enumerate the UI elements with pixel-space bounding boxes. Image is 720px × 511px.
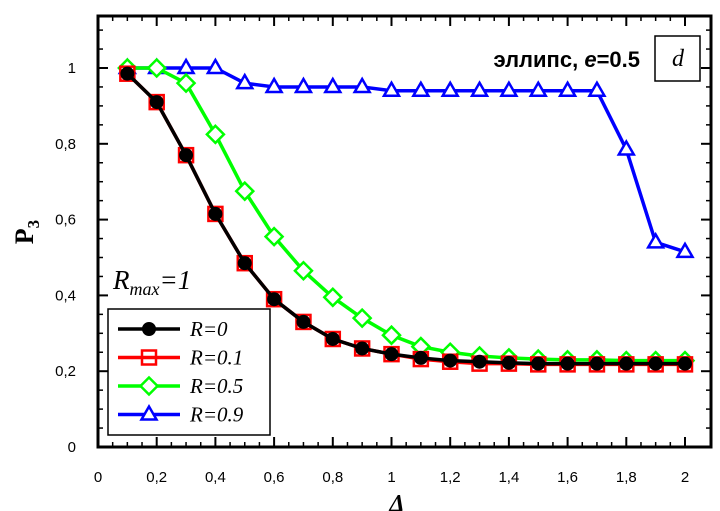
legend-marker <box>142 322 156 336</box>
data-point <box>146 57 167 79</box>
y-tick-label: 1 <box>68 60 76 77</box>
data-point <box>205 124 226 145</box>
x-tick-label: 1,8 <box>616 469 637 486</box>
rmax-value: =1 <box>160 265 192 295</box>
x-tick-label: 0,8 <box>322 469 343 486</box>
data-point <box>352 76 372 94</box>
shape-label: эллипс, <box>493 47 584 72</box>
data-point <box>235 72 255 90</box>
data-point <box>263 226 285 247</box>
data-point <box>411 80 431 97</box>
data-point <box>531 356 546 371</box>
y-tick-label: 0 <box>68 439 76 456</box>
data-point <box>149 95 164 110</box>
y-tick-label: 0,6 <box>55 212 76 229</box>
data-series <box>117 57 696 373</box>
data-point <box>648 356 663 371</box>
plot-frame <box>96 14 713 449</box>
data-point <box>472 354 487 369</box>
data-point <box>325 331 340 346</box>
data-point <box>413 350 428 365</box>
data-point <box>208 206 223 221</box>
y-axis-title-base: P <box>10 228 39 244</box>
data-point <box>616 138 636 156</box>
data-point <box>355 341 370 356</box>
data-point <box>322 287 344 308</box>
legend-item: R=0.9 <box>118 403 244 427</box>
x-tick-labels: 0 0,2 0,4 0,6 0,8 1 1,2 1,4 1,6 1,8 2 <box>94 469 689 486</box>
series-R=0.9 <box>117 57 695 259</box>
axis-ticks <box>97 16 711 448</box>
data-point <box>237 256 252 271</box>
x-tick-label: 1,6 <box>557 469 578 486</box>
legend-marker <box>139 403 159 421</box>
y-axis-title: P3 <box>10 220 43 244</box>
data-point <box>264 76 284 94</box>
data-point <box>501 355 516 370</box>
data-point <box>351 307 373 329</box>
data-point <box>267 292 282 307</box>
data-point <box>587 80 607 97</box>
data-point <box>120 66 135 81</box>
data-point <box>678 356 692 371</box>
data-point <box>469 80 490 97</box>
legend-label: R=0 <box>189 317 228 341</box>
x-tick-label: 1,2 <box>440 469 461 486</box>
data-point <box>296 314 311 329</box>
data-point <box>589 356 604 371</box>
panel-label: d <box>672 46 685 72</box>
data-point <box>234 180 256 202</box>
data-point <box>381 324 402 346</box>
data-point <box>499 80 519 97</box>
rmax-base: R <box>112 265 130 295</box>
rmax-subscript: max <box>130 279 160 299</box>
data-point <box>645 231 666 249</box>
data-point <box>384 347 399 362</box>
legend-item: R=0.1 <box>118 346 243 370</box>
x-tick-label: 0,6 <box>264 469 285 486</box>
panel-label-box <box>654 35 701 82</box>
data-point <box>443 353 458 368</box>
legend-label: R=0.5 <box>189 374 243 398</box>
shape-e-value: =0.5 <box>597 47 640 72</box>
legend-label: R=0.9 <box>189 403 244 427</box>
data-point <box>293 76 314 94</box>
x-tick-label: 0,4 <box>205 469 226 486</box>
legend: R=0 R=0.1 R=0.5 R=0.9 <box>118 317 244 427</box>
data-point <box>381 80 402 97</box>
data-point <box>293 260 314 282</box>
data-point <box>557 80 578 97</box>
y-tick-labels: 0 0,2 0,4 0,6 0,8 1 <box>55 60 76 456</box>
data-point <box>440 80 460 97</box>
y-tick-label: 0,4 <box>55 287 76 304</box>
data-point <box>619 356 634 371</box>
y-tick-label: 0,2 <box>55 363 76 380</box>
shape-e-symbol: e <box>584 47 596 72</box>
series-R=0 <box>120 66 692 371</box>
y-tick-label: 0,8 <box>55 136 76 153</box>
legend-item: R=0 <box>118 317 228 341</box>
x-tick-label: 0 <box>94 469 102 486</box>
data-point <box>323 76 343 94</box>
data-point <box>179 148 194 163</box>
x-tick-label: 0,2 <box>146 469 167 486</box>
data-point <box>560 356 575 371</box>
y-axis-title-subscript: 3 <box>24 220 43 229</box>
data-point <box>675 241 695 259</box>
x-tick-label: 1 <box>387 469 395 486</box>
legend-marker <box>140 349 158 366</box>
x-tick-label: 2 <box>681 469 689 486</box>
x-tick-label: 1,4 <box>498 469 519 486</box>
x-axis-title: Δ <box>388 491 404 511</box>
legend-marker <box>138 375 160 397</box>
rmax-annotation: Rmax=1 <box>112 265 191 299</box>
data-point <box>205 57 226 75</box>
legend-item: R=0.5 <box>118 374 243 398</box>
shape-annotation: эллипс, e=0.5 <box>493 47 640 72</box>
legend-label: R=0.1 <box>189 346 243 370</box>
data-point <box>528 80 548 97</box>
data-point <box>175 72 197 94</box>
